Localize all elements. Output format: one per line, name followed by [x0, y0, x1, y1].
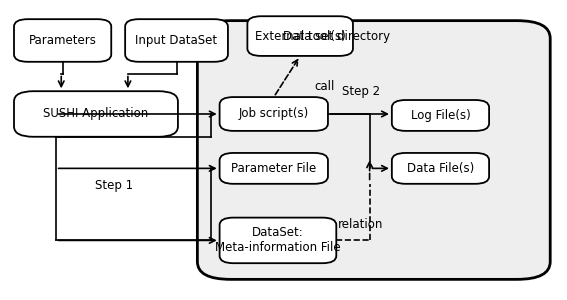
- Text: Parameter File: Parameter File: [231, 162, 316, 175]
- FancyBboxPatch shape: [247, 16, 353, 56]
- Text: Input DataSet: Input DataSet: [136, 34, 218, 47]
- Text: Step 2: Step 2: [342, 85, 380, 98]
- Text: Data set directory: Data set directory: [283, 30, 390, 43]
- FancyBboxPatch shape: [197, 21, 550, 279]
- Text: External tool(s): External tool(s): [255, 30, 345, 43]
- Text: DataSet:
Meta-information File: DataSet: Meta-information File: [215, 226, 341, 254]
- FancyBboxPatch shape: [219, 153, 328, 184]
- FancyBboxPatch shape: [125, 19, 228, 62]
- FancyBboxPatch shape: [219, 97, 328, 131]
- Text: Step 1: Step 1: [95, 179, 133, 192]
- FancyBboxPatch shape: [392, 100, 489, 131]
- FancyBboxPatch shape: [14, 19, 111, 62]
- FancyBboxPatch shape: [14, 91, 178, 137]
- Text: Data File(s): Data File(s): [407, 162, 474, 175]
- Text: Parameters: Parameters: [29, 34, 96, 47]
- Text: relation: relation: [337, 218, 383, 232]
- FancyBboxPatch shape: [219, 218, 336, 263]
- Text: SUSHI Application: SUSHI Application: [43, 107, 149, 121]
- Text: call: call: [314, 80, 335, 93]
- Text: Job script(s): Job script(s): [239, 107, 309, 121]
- Text: Log File(s): Log File(s): [411, 109, 471, 122]
- FancyBboxPatch shape: [392, 153, 489, 184]
